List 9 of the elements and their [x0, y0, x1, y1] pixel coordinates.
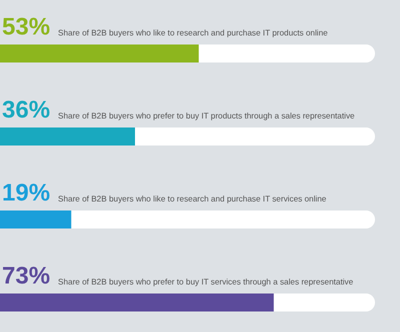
- y-tick-label: Share of B2B buyers who prefer to buy IT services through a sales representative: [58, 278, 354, 286]
- y-tick-label: Share of B2B buyers who like to research and purchase IT products online: [58, 28, 328, 38]
- data-label: 36%: [2, 96, 50, 124]
- y-tick-label: Share of B2B buyers who prefer to buy IT products through a sales representative: [58, 112, 356, 120]
- bar: [0, 210, 72, 228]
- data-label: 73%: [2, 262, 50, 290]
- y-tick-label: Share of B2B buyers who like to research and purchase IT services online: [58, 194, 327, 204]
- data-label: 19%: [2, 180, 50, 206]
- data-label: 53%: [2, 14, 50, 40]
